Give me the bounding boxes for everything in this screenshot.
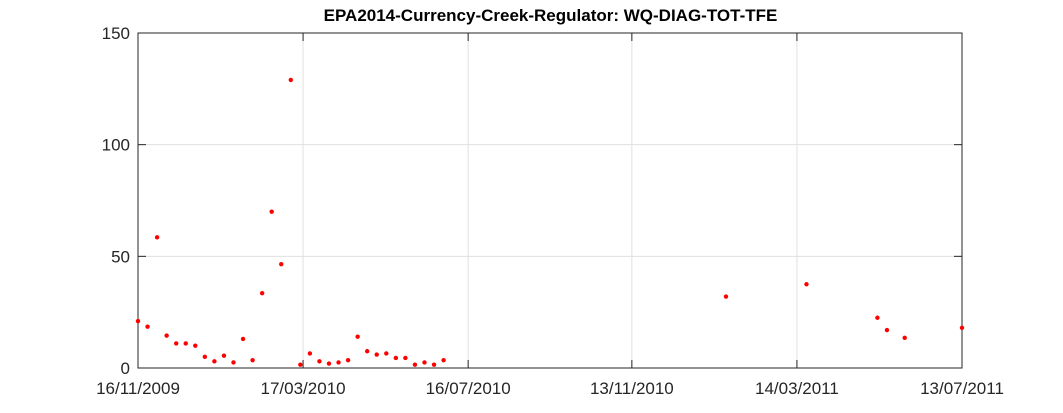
grid-lines	[137, 32, 963, 369]
data-point	[875, 315, 880, 320]
data-point	[202, 354, 208, 360]
data-point	[804, 282, 809, 287]
y-tick-label: 100	[102, 136, 130, 155]
data-point	[317, 359, 322, 364]
x-tick-label: 17/03/2010	[261, 379, 346, 398]
data-point	[441, 357, 446, 363]
x-tick-label: 13/11/2010	[590, 379, 674, 398]
data-point	[212, 359, 217, 364]
data-point	[259, 290, 265, 296]
y-tick-label: 0	[121, 359, 130, 378]
data-point	[336, 360, 341, 365]
data-point	[231, 360, 236, 365]
data-point	[326, 361, 332, 366]
data-point	[884, 327, 890, 333]
data-point	[384, 351, 389, 356]
y-tick-label: 150	[102, 24, 130, 43]
data-point	[288, 77, 293, 83]
x-tick-label: 16/11/2009	[96, 379, 180, 398]
data-point	[250, 357, 255, 363]
data-point	[145, 324, 150, 329]
data-point	[135, 318, 141, 324]
axes-frame	[137, 32, 963, 369]
data-points	[135, 77, 965, 367]
data-point	[183, 341, 188, 346]
data-point	[298, 362, 303, 367]
data-point	[902, 335, 907, 341]
data-point	[364, 349, 370, 354]
data-point	[422, 360, 427, 365]
x-tick-label: 13/07/2011	[920, 379, 1004, 398]
data-point	[269, 209, 274, 214]
data-point	[345, 357, 351, 363]
y-tick-label: 50	[111, 247, 130, 266]
chart-title: EPA2014-Currency-Creek-Regulator: WQ-DIA…	[323, 6, 778, 25]
data-point	[221, 353, 227, 358]
data-point	[393, 355, 399, 361]
data-point	[164, 333, 169, 338]
data-point	[173, 341, 179, 346]
x-tick-label: 14/03/2011	[755, 379, 839, 398]
data-point	[723, 294, 729, 299]
data-point	[193, 343, 198, 348]
data-point	[412, 362, 418, 367]
data-point	[154, 235, 160, 240]
data-point	[307, 351, 313, 356]
data-point	[403, 355, 408, 361]
data-point	[374, 352, 379, 357]
data-point	[240, 336, 246, 342]
data-point	[959, 325, 965, 330]
axis-ticks: 16/11/2009 17/03/2010 16/07/2010 13/11/2010…	[96, 24, 1004, 398]
data-point	[355, 334, 360, 339]
data-point	[431, 362, 437, 367]
data-point	[279, 261, 284, 267]
x-tick-label: 16/07/2010	[426, 379, 511, 398]
